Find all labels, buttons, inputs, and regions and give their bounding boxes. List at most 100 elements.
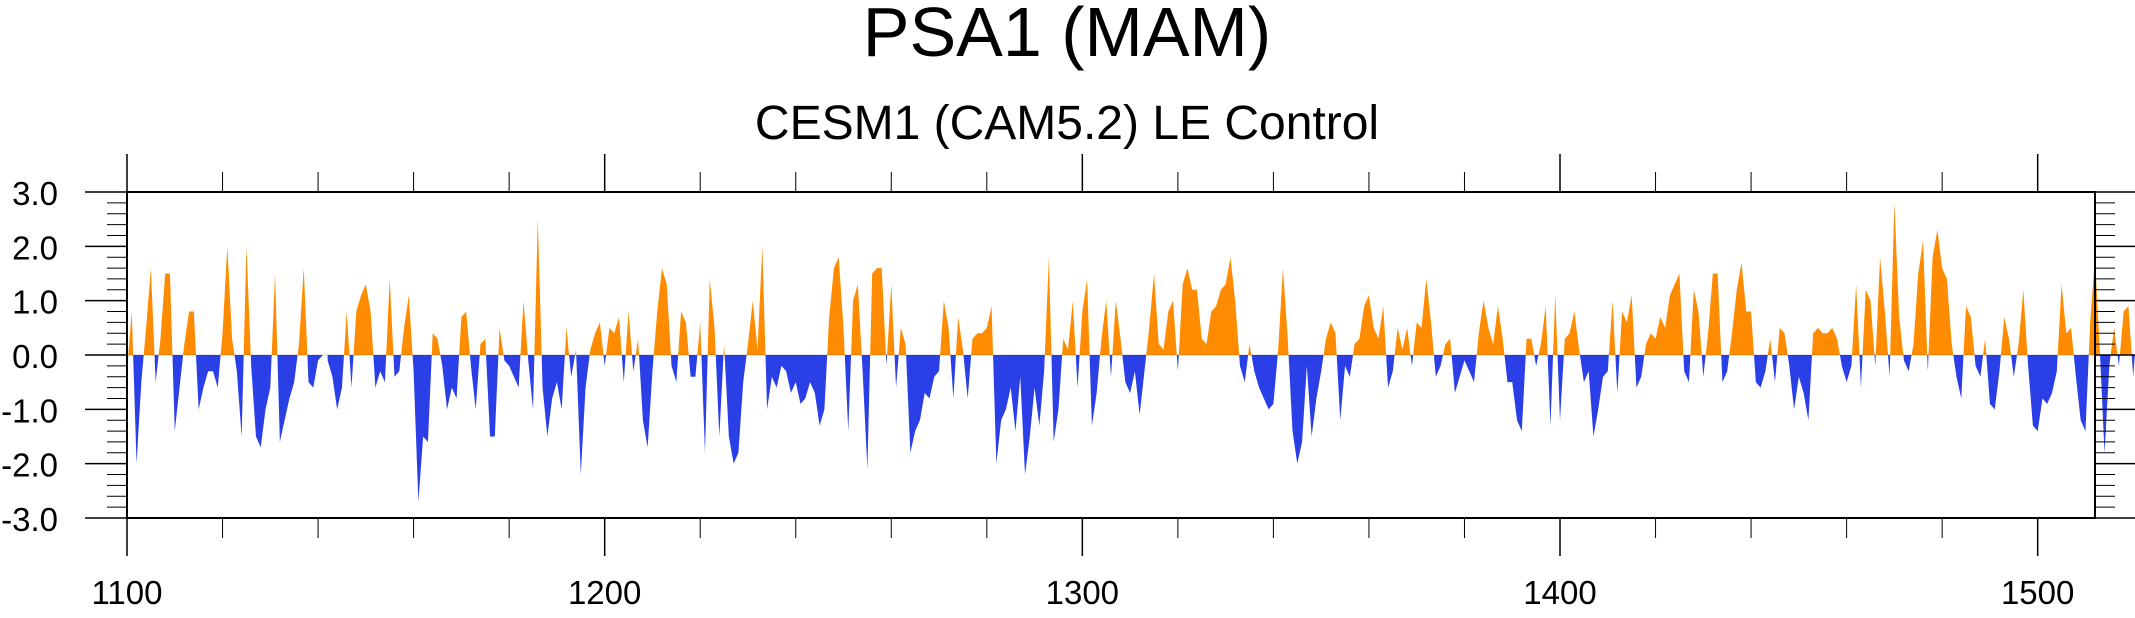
positive-area-23 <box>636 339 639 355</box>
positive-area-76 <box>2058 284 2074 355</box>
negative-area-76 <box>2011 355 2017 377</box>
negative-area-33 <box>862 355 870 469</box>
positive-area-78 <box>2111 328 2118 355</box>
negative-area-31 <box>765 355 827 426</box>
y-tick-label: 0.0 <box>12 338 58 375</box>
positive-area-10 <box>386 279 393 355</box>
negative-area-73 <box>1953 355 1963 398</box>
negative-area-28 <box>701 355 707 453</box>
positive-area-8 <box>344 312 349 355</box>
negative-area-13 <box>413 355 432 502</box>
negative-area-71 <box>1903 355 1911 371</box>
positive-area-32 <box>870 268 886 355</box>
positive-area-26 <box>697 322 701 355</box>
negative-area-49 <box>1337 355 1353 420</box>
negative-area-34 <box>886 355 887 366</box>
negative-area-72 <box>1927 355 1928 371</box>
negative-area-44 <box>1122 355 1146 415</box>
positive-area-33 <box>887 284 894 355</box>
positive-area-62 <box>1729 263 1754 355</box>
positive-area-31 <box>851 284 862 355</box>
positive-area-71 <box>1929 230 1954 355</box>
negative-area-75 <box>1986 355 2001 409</box>
negative-area-30 <box>725 355 747 464</box>
positive-area-63 <box>1768 339 1772 355</box>
negative-area-40 <box>1051 355 1062 442</box>
positive-area-64 <box>1777 328 1787 355</box>
positive-area-39 <box>1062 301 1076 355</box>
positive-area-30 <box>827 257 845 355</box>
positive-area-0 <box>128 312 133 355</box>
negative-area-20 <box>569 355 575 377</box>
positive-area-44 <box>1179 257 1239 355</box>
negative-area-60 <box>1635 355 1645 388</box>
positive-area-59 <box>1644 274 1683 356</box>
negative-area-46 <box>1239 355 1248 382</box>
positive-area-41 <box>1100 301 1110 355</box>
positive-area-58 <box>1620 295 1635 355</box>
positive-area-1 <box>144 268 155 355</box>
positive-area-6 <box>272 274 278 356</box>
positive-area-40 <box>1080 279 1090 355</box>
x-tick-label: 1300 <box>1046 574 1119 611</box>
positive-area-29 <box>747 246 766 355</box>
positive-area-70 <box>1912 241 1928 355</box>
positive-area-69 <box>1890 203 1903 355</box>
negative-area-6 <box>251 355 272 447</box>
y-tick-label: -1.0 <box>1 392 58 429</box>
negative-area-45 <box>1177 355 1179 371</box>
positive-area-9 <box>354 284 374 355</box>
negative-area-38 <box>963 355 971 398</box>
negative-area-23 <box>622 355 626 382</box>
positive-area-74 <box>2001 317 2011 355</box>
negative-area-27 <box>689 355 698 377</box>
positive-area-73 <box>1983 339 1986 355</box>
negative-area-59 <box>1615 355 1619 393</box>
negative-area-56 <box>1548 355 1553 426</box>
chart-title: PSA1 (MAM) <box>863 0 1271 71</box>
positive-area-35 <box>940 301 950 355</box>
negative-area-12 <box>393 355 401 377</box>
negative-area-8 <box>307 355 322 388</box>
positive-area-27 <box>708 279 716 355</box>
negative-area-11 <box>373 355 386 388</box>
negative-area-64 <box>1754 355 1768 388</box>
positive-area-68 <box>1876 257 1888 355</box>
negative-area-52 <box>1434 355 1443 377</box>
negative-area-18 <box>528 355 535 409</box>
negative-area-63 <box>1721 355 1729 382</box>
positive-area-48 <box>1353 295 1386 355</box>
negative-area-66 <box>1788 355 1812 420</box>
positive-area-19 <box>575 350 576 355</box>
negative-area-69 <box>1874 355 1875 366</box>
negative-area-1 <box>133 355 144 464</box>
y-tick-label: -2.0 <box>1 447 58 484</box>
negative-area-67 <box>1840 355 1852 382</box>
negative-area-58 <box>1580 355 1609 437</box>
negative-area-2 <box>155 355 159 382</box>
positive-area-54 <box>1539 306 1548 355</box>
positive-area-42 <box>1112 301 1122 355</box>
negative-area-78 <box>2074 355 2089 431</box>
positive-area-5 <box>244 246 251 355</box>
positive-area-57 <box>1609 301 1615 355</box>
positive-area-4 <box>221 246 235 355</box>
positive-area-52 <box>1477 301 1505 355</box>
x-tick-label: 1100 <box>92 574 163 611</box>
negative-area-55 <box>1534 355 1538 366</box>
y-tick-label: 1.0 <box>12 284 58 321</box>
positive-area-36 <box>956 317 964 355</box>
negative-area-26 <box>671 355 678 382</box>
positive-area-75 <box>2017 290 2027 355</box>
positive-area-14 <box>480 339 486 355</box>
negative-area-62 <box>1702 355 1706 377</box>
positive-area-25 <box>678 312 689 355</box>
chart-subtitle: CESM1 (CAM5.2) LE Control <box>755 97 1379 150</box>
negative-area-81 <box>2132 355 2135 377</box>
positive-area-21 <box>606 317 622 355</box>
negative-area-21 <box>576 355 589 475</box>
negative-area-7 <box>277 355 297 442</box>
negative-area-70 <box>1888 355 1890 377</box>
negative-area-9 <box>328 355 344 409</box>
